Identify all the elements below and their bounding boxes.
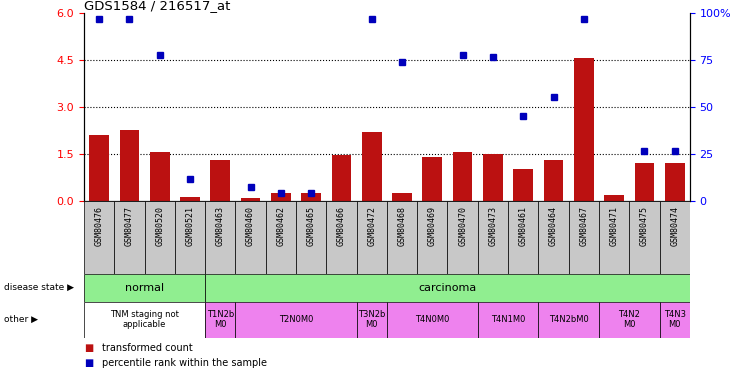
Text: GSM80460: GSM80460 <box>246 206 255 246</box>
Bar <box>301 193 321 201</box>
Bar <box>417 201 447 274</box>
Bar <box>205 274 690 302</box>
Bar <box>145 201 174 274</box>
Bar <box>392 193 412 201</box>
Bar <box>356 201 387 274</box>
Bar <box>569 201 599 274</box>
Bar <box>599 302 660 338</box>
Bar <box>241 198 261 201</box>
Text: carcinoma: carcinoma <box>418 283 477 293</box>
Bar <box>174 201 205 274</box>
Text: GSM80466: GSM80466 <box>337 206 346 246</box>
Bar <box>210 160 230 201</box>
Bar <box>89 135 109 201</box>
Bar <box>235 201 266 274</box>
Text: GSM80462: GSM80462 <box>277 206 285 246</box>
Text: GSM80475: GSM80475 <box>640 206 649 246</box>
Text: GSM80465: GSM80465 <box>307 206 315 246</box>
Text: normal: normal <box>125 283 164 293</box>
Text: GSM80463: GSM80463 <box>216 206 225 246</box>
Bar <box>331 155 351 201</box>
Bar <box>387 302 477 338</box>
Bar <box>477 302 539 338</box>
Text: T1N2b
M0: T1N2b M0 <box>207 310 234 329</box>
Bar <box>453 152 472 201</box>
Bar <box>205 302 235 338</box>
Bar <box>84 201 114 274</box>
Bar <box>629 201 659 274</box>
Bar <box>150 152 169 201</box>
Text: percentile rank within the sample: percentile rank within the sample <box>102 358 267 368</box>
Text: GSM80469: GSM80469 <box>428 206 437 246</box>
Text: GSM80474: GSM80474 <box>670 206 679 246</box>
Bar <box>538 201 569 274</box>
Bar <box>423 157 442 201</box>
Text: transformed count: transformed count <box>102 343 193 352</box>
Bar <box>271 193 291 201</box>
Bar <box>544 160 564 201</box>
Text: T4N0M0: T4N0M0 <box>415 315 450 324</box>
Text: GSM80477: GSM80477 <box>125 206 134 246</box>
Bar <box>604 195 624 201</box>
Text: T4N3
M0: T4N3 M0 <box>664 310 685 329</box>
Text: ■: ■ <box>84 358 93 368</box>
Text: GSM80471: GSM80471 <box>610 206 618 246</box>
Text: GSM80521: GSM80521 <box>185 206 194 246</box>
Bar <box>84 274 205 302</box>
Bar <box>84 302 205 338</box>
Text: GSM80461: GSM80461 <box>519 206 528 246</box>
Bar <box>356 302 387 338</box>
Text: ■: ■ <box>84 343 93 352</box>
Text: GSM80470: GSM80470 <box>458 206 467 246</box>
Text: T2N0M0: T2N0M0 <box>279 315 313 324</box>
Text: T4N2bM0: T4N2bM0 <box>549 315 588 324</box>
Text: GSM80464: GSM80464 <box>549 206 558 246</box>
Bar <box>508 201 538 274</box>
Bar <box>296 201 326 274</box>
Bar <box>513 170 533 201</box>
Bar <box>659 201 690 274</box>
Bar <box>326 201 356 274</box>
Text: TNM staging not
applicable: TNM staging not applicable <box>110 310 179 329</box>
Bar <box>266 201 296 274</box>
Text: GSM80472: GSM80472 <box>367 206 376 246</box>
Bar <box>180 197 200 201</box>
Text: other ▶: other ▶ <box>4 315 38 324</box>
Bar <box>483 154 503 201</box>
Bar <box>362 132 382 201</box>
Text: GSM80467: GSM80467 <box>580 206 588 246</box>
Bar <box>205 201 235 274</box>
Text: GSM80476: GSM80476 <box>95 206 104 246</box>
Text: GSM80473: GSM80473 <box>488 206 497 246</box>
Text: T3N2b
M0: T3N2b M0 <box>358 310 385 329</box>
Bar <box>120 130 139 201</box>
Bar <box>447 201 477 274</box>
Bar <box>665 163 685 201</box>
Bar <box>477 201 508 274</box>
Text: GDS1584 / 216517_at: GDS1584 / 216517_at <box>84 0 231 12</box>
Text: GSM80520: GSM80520 <box>155 206 164 246</box>
Text: disease state ▶: disease state ▶ <box>4 284 74 292</box>
Bar <box>659 302 690 338</box>
Bar <box>634 163 654 201</box>
Bar <box>574 58 593 201</box>
Text: GSM80468: GSM80468 <box>398 206 407 246</box>
Bar <box>114 201 145 274</box>
Bar <box>387 201 418 274</box>
Bar <box>599 201 629 274</box>
Text: T4N2
M0: T4N2 M0 <box>618 310 640 329</box>
Text: T4N1M0: T4N1M0 <box>491 315 526 324</box>
Bar <box>235 302 356 338</box>
Bar <box>538 302 599 338</box>
